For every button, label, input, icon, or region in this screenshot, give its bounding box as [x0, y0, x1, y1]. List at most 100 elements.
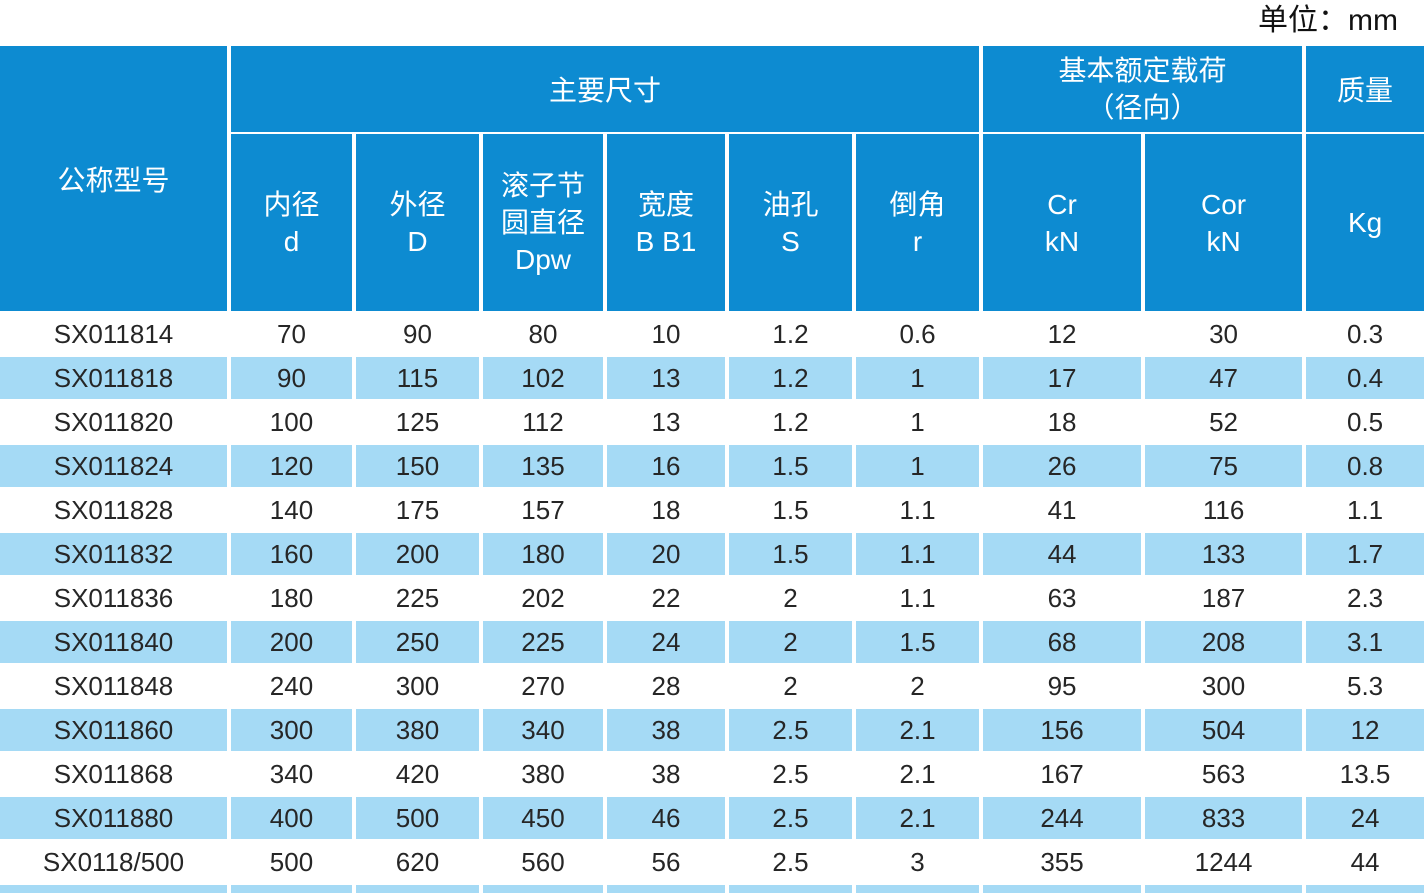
table-row: SX011860 300 380 340 38 2.5 2.1 156 504 12 [0, 707, 1424, 753]
value-cell: 340 [227, 751, 356, 797]
value-cell: 26 [979, 443, 1146, 489]
value-cell: 1.1 [851, 531, 984, 577]
value-cell: 150 [352, 443, 483, 489]
subheader-label: Cr [1047, 188, 1077, 220]
value-cell: 500 [352, 795, 483, 841]
value-cell: 156 [979, 707, 1146, 753]
value-cell: 5.3 [1302, 663, 1424, 709]
value-cell: 0.5 [1302, 399, 1424, 445]
value-cell [1141, 883, 1307, 893]
value-cell: 1 [851, 355, 984, 401]
value-cell: 0.8 [1302, 443, 1424, 489]
value-cell: 175 [352, 487, 483, 533]
value-cell: 20 [603, 531, 729, 577]
header-model: 公称型号 [0, 46, 231, 313]
subheader-label: 油孔 [762, 188, 819, 220]
table-row: SX011820 100 125 112 13 1.2 1 18 52 0.5 [0, 399, 1424, 445]
value-cell: 13 [603, 399, 729, 445]
group-header-row: 公称型号 主要尺寸 基本额定载荷 （径向） 质量 [0, 46, 1424, 313]
model-cell: SX011820 [0, 399, 231, 445]
value-cell: 30 [1141, 311, 1307, 357]
table-row: SX011868 340 420 380 38 2.5 2.1 167 563 13.5 [0, 751, 1424, 797]
value-cell: 400 [227, 795, 356, 841]
value-cell [979, 883, 1146, 893]
table-body: SX011814 70 90 80 10 1.2 0.6 12 30 0.3 SX011818 90 1… [0, 311, 1424, 893]
value-cell [851, 883, 984, 893]
unit-label: 单位：mm [1258, 4, 1398, 37]
value-cell: 41 [979, 487, 1146, 533]
value-cell: 38 [603, 707, 729, 753]
value-cell: 140 [227, 487, 356, 533]
value-cell: 504 [1141, 707, 1307, 753]
value-cell: 2 [725, 619, 856, 665]
value-cell: 112 [479, 399, 607, 445]
value-cell: 2 [725, 663, 856, 709]
value-cell: 120 [227, 443, 356, 489]
value-cell: 18 [979, 399, 1146, 445]
table-row: SX0118/500 500 620 560 56 2.5 3 355 1244 44 [0, 839, 1424, 885]
value-cell [1302, 883, 1424, 893]
table-row: SX011824 120 150 135 16 1.5 1 26 75 0.8 [0, 443, 1424, 489]
value-cell: 208 [1141, 619, 1307, 665]
value-cell: 157 [479, 487, 607, 533]
value-cell: 70 [227, 311, 356, 357]
value-cell: 133 [1141, 531, 1307, 577]
value-cell: 3 [851, 839, 984, 885]
bearing-spec-table: 公称型号 主要尺寸 基本额定载荷 （径向） 质量 内径 d 外径 D [0, 46, 1424, 893]
value-cell: 24 [1302, 795, 1424, 841]
value-cell: 2.1 [851, 707, 984, 753]
value-cell: 12 [979, 311, 1146, 357]
value-cell: 22 [603, 575, 729, 621]
table-row: SX011828 140 175 157 18 1.5 1.1 41 116 1.1 [0, 487, 1424, 533]
value-cell: 300 [227, 707, 356, 753]
value-cell: 115 [352, 355, 483, 401]
model-cell: SX011848 [0, 663, 231, 709]
subheader-label: 圆直径 [500, 207, 585, 238]
value-cell: 2 [725, 575, 856, 621]
value-cell: 63 [979, 575, 1146, 621]
table-row-partial [0, 883, 1424, 893]
value-cell: 833 [1141, 795, 1307, 841]
subheader-label: 外径 [389, 188, 446, 220]
value-cell: 200 [227, 619, 356, 665]
subheader-label: Cor [1200, 188, 1247, 220]
value-cell: 0.6 [851, 311, 984, 357]
value-cell: 225 [352, 575, 483, 621]
value-cell: 300 [352, 663, 483, 709]
value-cell [603, 883, 729, 893]
value-cell: 13 [603, 355, 729, 401]
value-cell: 420 [352, 751, 483, 797]
model-cell: SX011868 [0, 751, 231, 797]
value-cell: 160 [227, 531, 356, 577]
value-cell: 13.5 [1302, 751, 1424, 797]
model-cell: SX011836 [0, 575, 231, 621]
value-cell: 116 [1141, 487, 1307, 533]
subheader-label: 内径 [263, 188, 320, 220]
value-cell: 2.3 [1302, 575, 1424, 621]
model-cell: SX011840 [0, 619, 231, 665]
value-cell: 52 [1141, 399, 1307, 445]
model-cell: SX011880 [0, 795, 231, 841]
value-cell: 38 [603, 751, 729, 797]
value-cell: 225 [479, 619, 607, 665]
value-cell: 380 [352, 707, 483, 753]
table-row: SX011818 90 115 102 13 1.2 1 17 47 0.4 [0, 355, 1424, 401]
value-cell: 3.1 [1302, 619, 1424, 665]
value-cell [479, 883, 607, 893]
value-cell: 68 [979, 619, 1146, 665]
value-cell: 2 [851, 663, 984, 709]
table-row: SX011832 160 200 180 20 1.5 1.1 44 133 1.7 [0, 531, 1424, 577]
value-cell: 125 [352, 399, 483, 445]
model-cell: SX0118/500 [0, 839, 231, 885]
header-basic-load-line1: 基本额定载荷 [1058, 55, 1227, 86]
subheader-label: 倒角 [889, 188, 946, 220]
subheader-symbol: d [283, 225, 300, 257]
value-cell: 1.5 [725, 531, 856, 577]
subheader-chamfer-r: 倒角 r [851, 132, 984, 313]
value-cell: 17 [979, 355, 1146, 401]
value-cell: 1.5 [851, 619, 984, 665]
value-cell [352, 883, 483, 893]
value-cell: 75 [1141, 443, 1307, 489]
value-cell: 0.3 [1302, 311, 1424, 357]
model-cell: SX011818 [0, 355, 231, 401]
